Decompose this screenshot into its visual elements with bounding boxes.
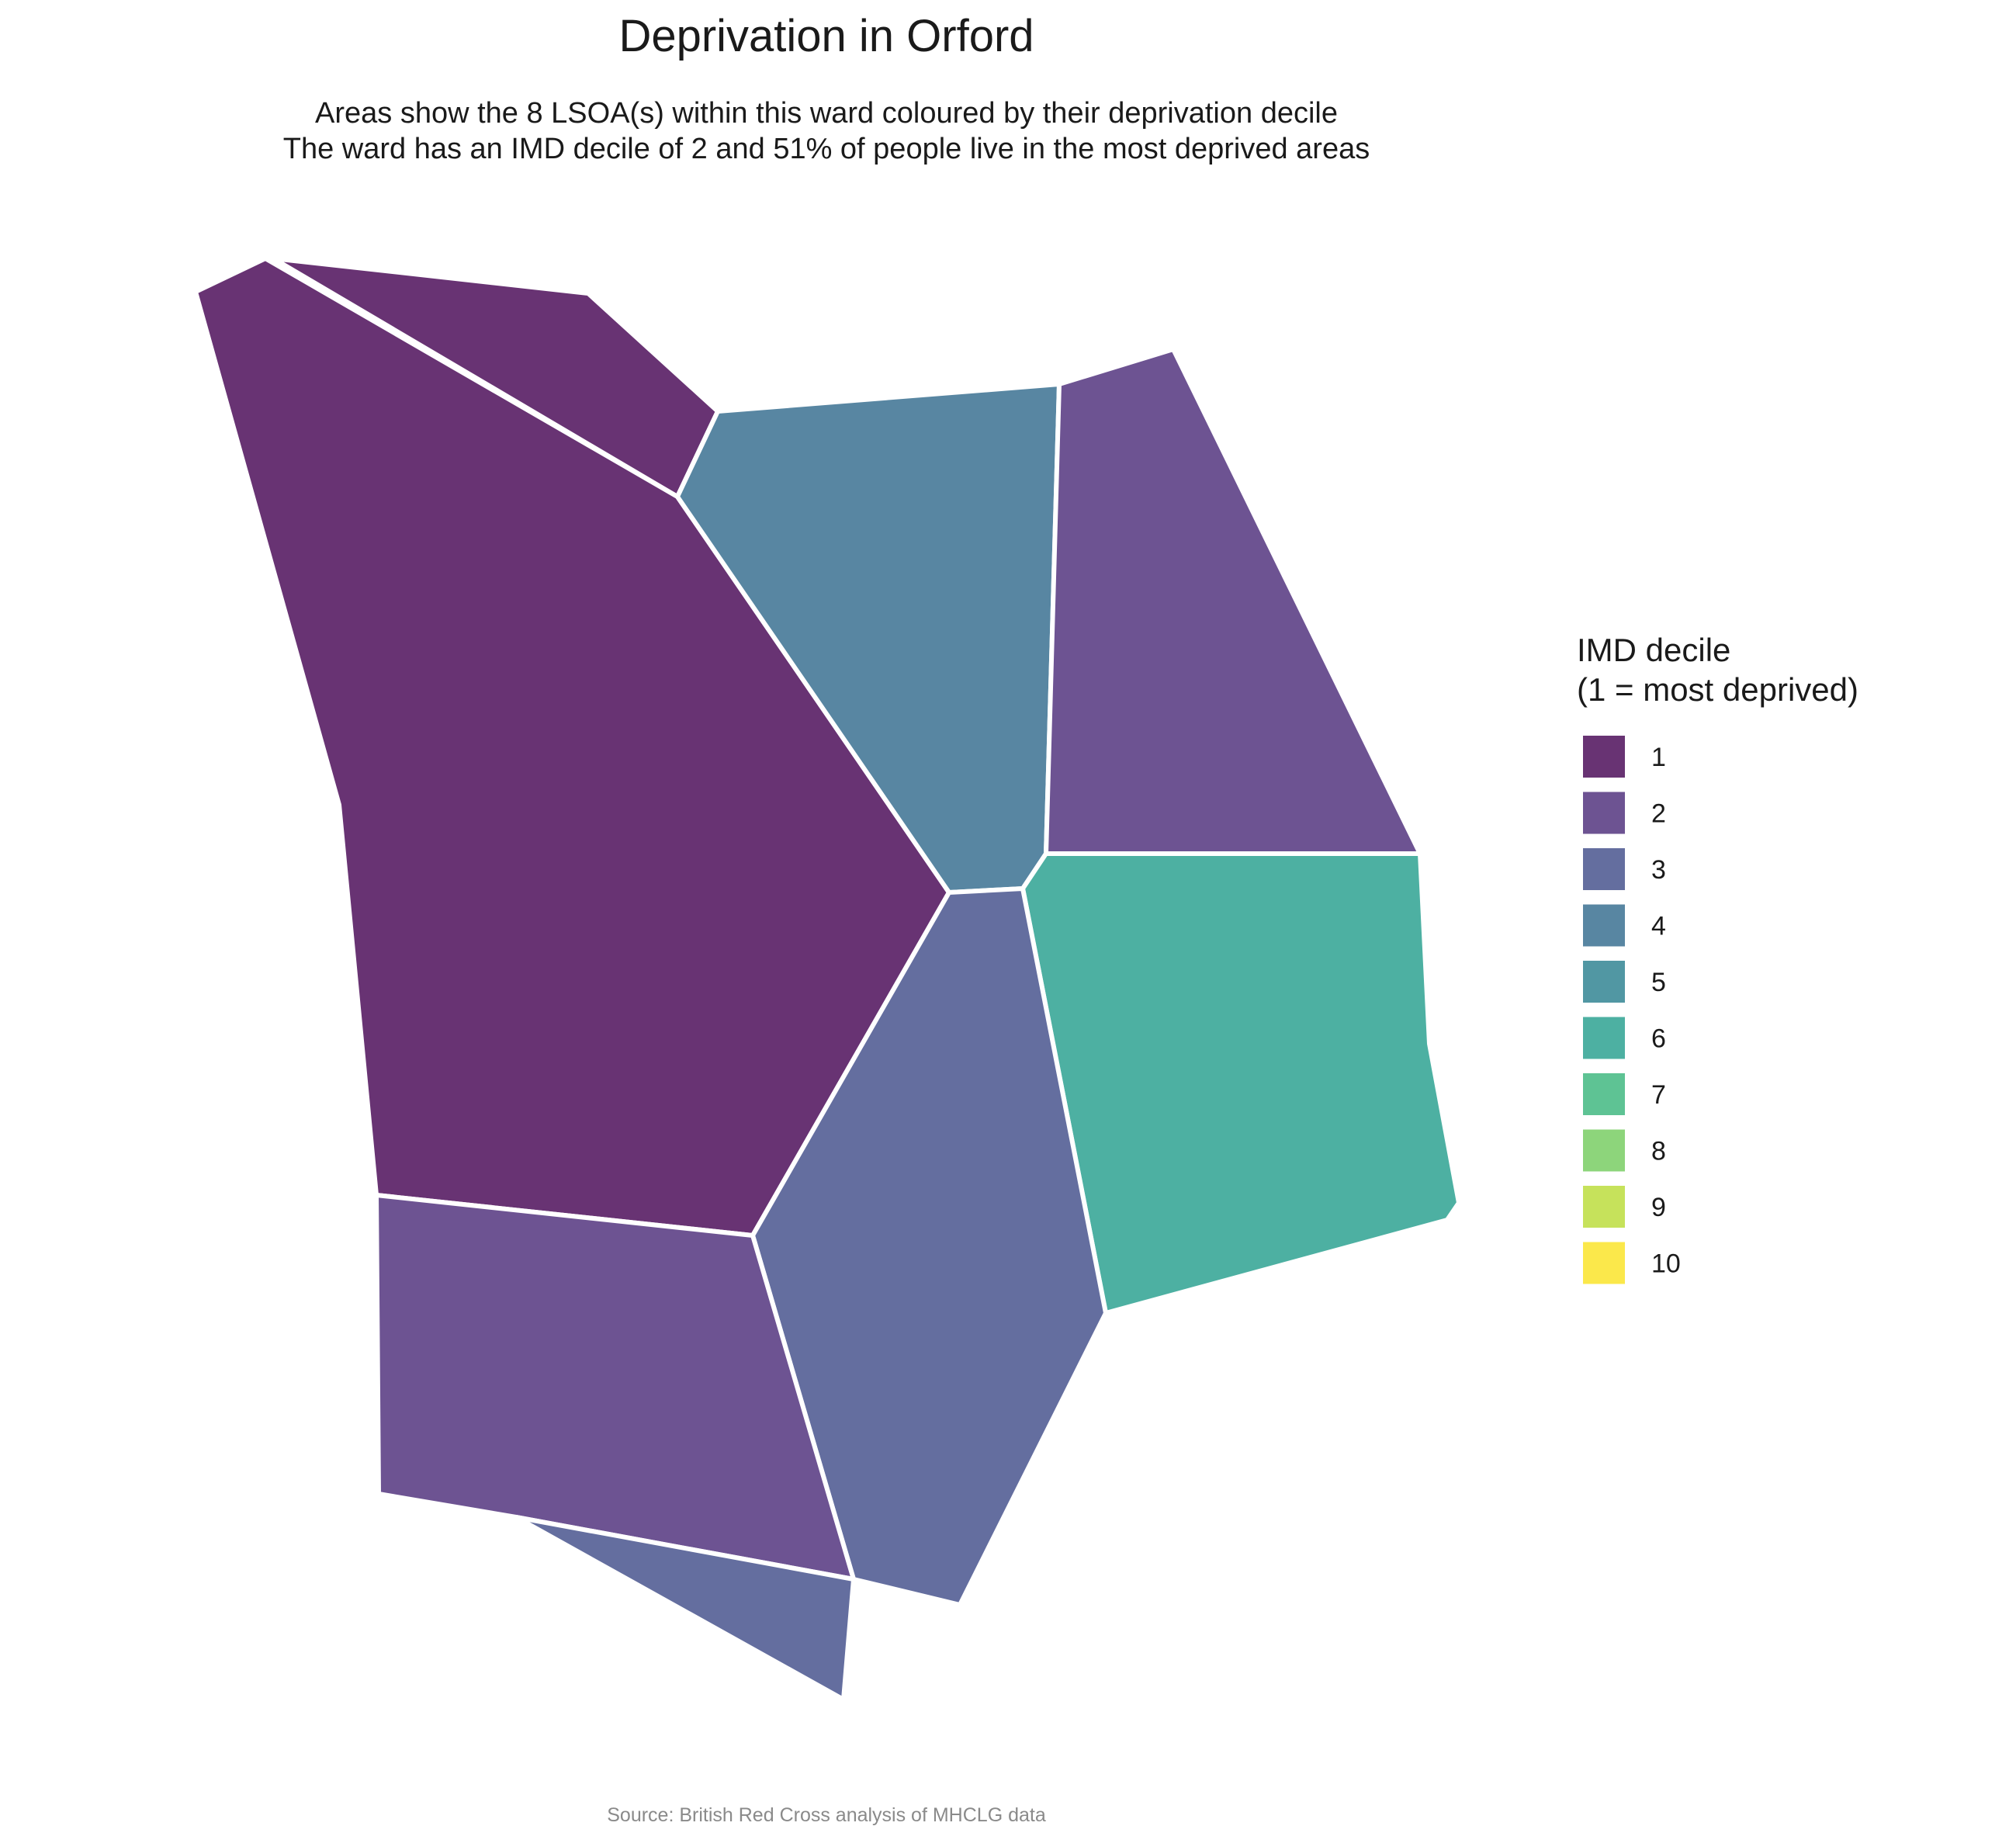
legend: IMD decile (1 = most deprived) 1 2 3 4 5 6 7 8 9…	[1577, 632, 1858, 1284]
legend-label-4: 4	[1651, 912, 1666, 941]
chart-subtitle-line2: The ward has an IMD decile of 2 and 51% …	[283, 133, 1370, 165]
legend-key-7	[1583, 1073, 1625, 1115]
legend-label-10: 10	[1651, 1249, 1681, 1279]
legend-label-1: 1	[1651, 743, 1666, 772]
legend-label-9: 9	[1651, 1193, 1666, 1222]
source-caption: Source: British Red Cross analysis of MH…	[607, 1804, 1046, 1826]
legend-label-2: 2	[1651, 799, 1666, 829]
legend-label-7: 7	[1651, 1080, 1666, 1110]
legend-key-5	[1583, 961, 1625, 1003]
legend-label-3: 3	[1651, 855, 1666, 885]
legend-key-8	[1583, 1129, 1625, 1172]
legend-key-1	[1583, 736, 1625, 778]
legend-items: 1 2 3 4 5 6 7 8 9 10	[1583, 736, 1681, 1284]
legend-title-line2: (1 = most deprived)	[1577, 671, 1858, 708]
legend-key-3	[1583, 848, 1625, 890]
chart-title: Deprivation in Orford	[618, 11, 1034, 61]
legend-label-5: 5	[1651, 968, 1666, 997]
lsoa-north-east	[1044, 347, 1422, 856]
legend-label-6: 6	[1651, 1024, 1666, 1054]
legend-key-2	[1583, 792, 1625, 834]
lsoa-south-tip	[514, 1515, 856, 1702]
legend-key-6	[1583, 1017, 1625, 1059]
legend-key-10	[1583, 1242, 1625, 1284]
legend-title-line1: IMD decile	[1577, 632, 1730, 668]
map-areas	[193, 256, 1461, 1702]
chart-subtitle-line1: Areas show the 8 LSOA(s) within this war…	[315, 97, 1338, 130]
legend-key-4	[1583, 904, 1625, 947]
legend-label-8: 8	[1651, 1137, 1666, 1166]
legend-key-9	[1583, 1186, 1625, 1228]
